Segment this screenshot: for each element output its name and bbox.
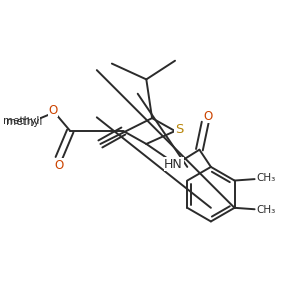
Text: methyl: methyl [5, 116, 42, 127]
Text: methyl: methyl [3, 116, 40, 126]
Text: S: S [175, 123, 184, 136]
Text: CH₃: CH₃ [256, 173, 275, 183]
Text: CH₃: CH₃ [256, 205, 275, 215]
Text: O: O [48, 103, 58, 117]
Text: O: O [204, 110, 213, 123]
Text: O: O [54, 159, 63, 172]
Text: HN: HN [164, 158, 183, 171]
